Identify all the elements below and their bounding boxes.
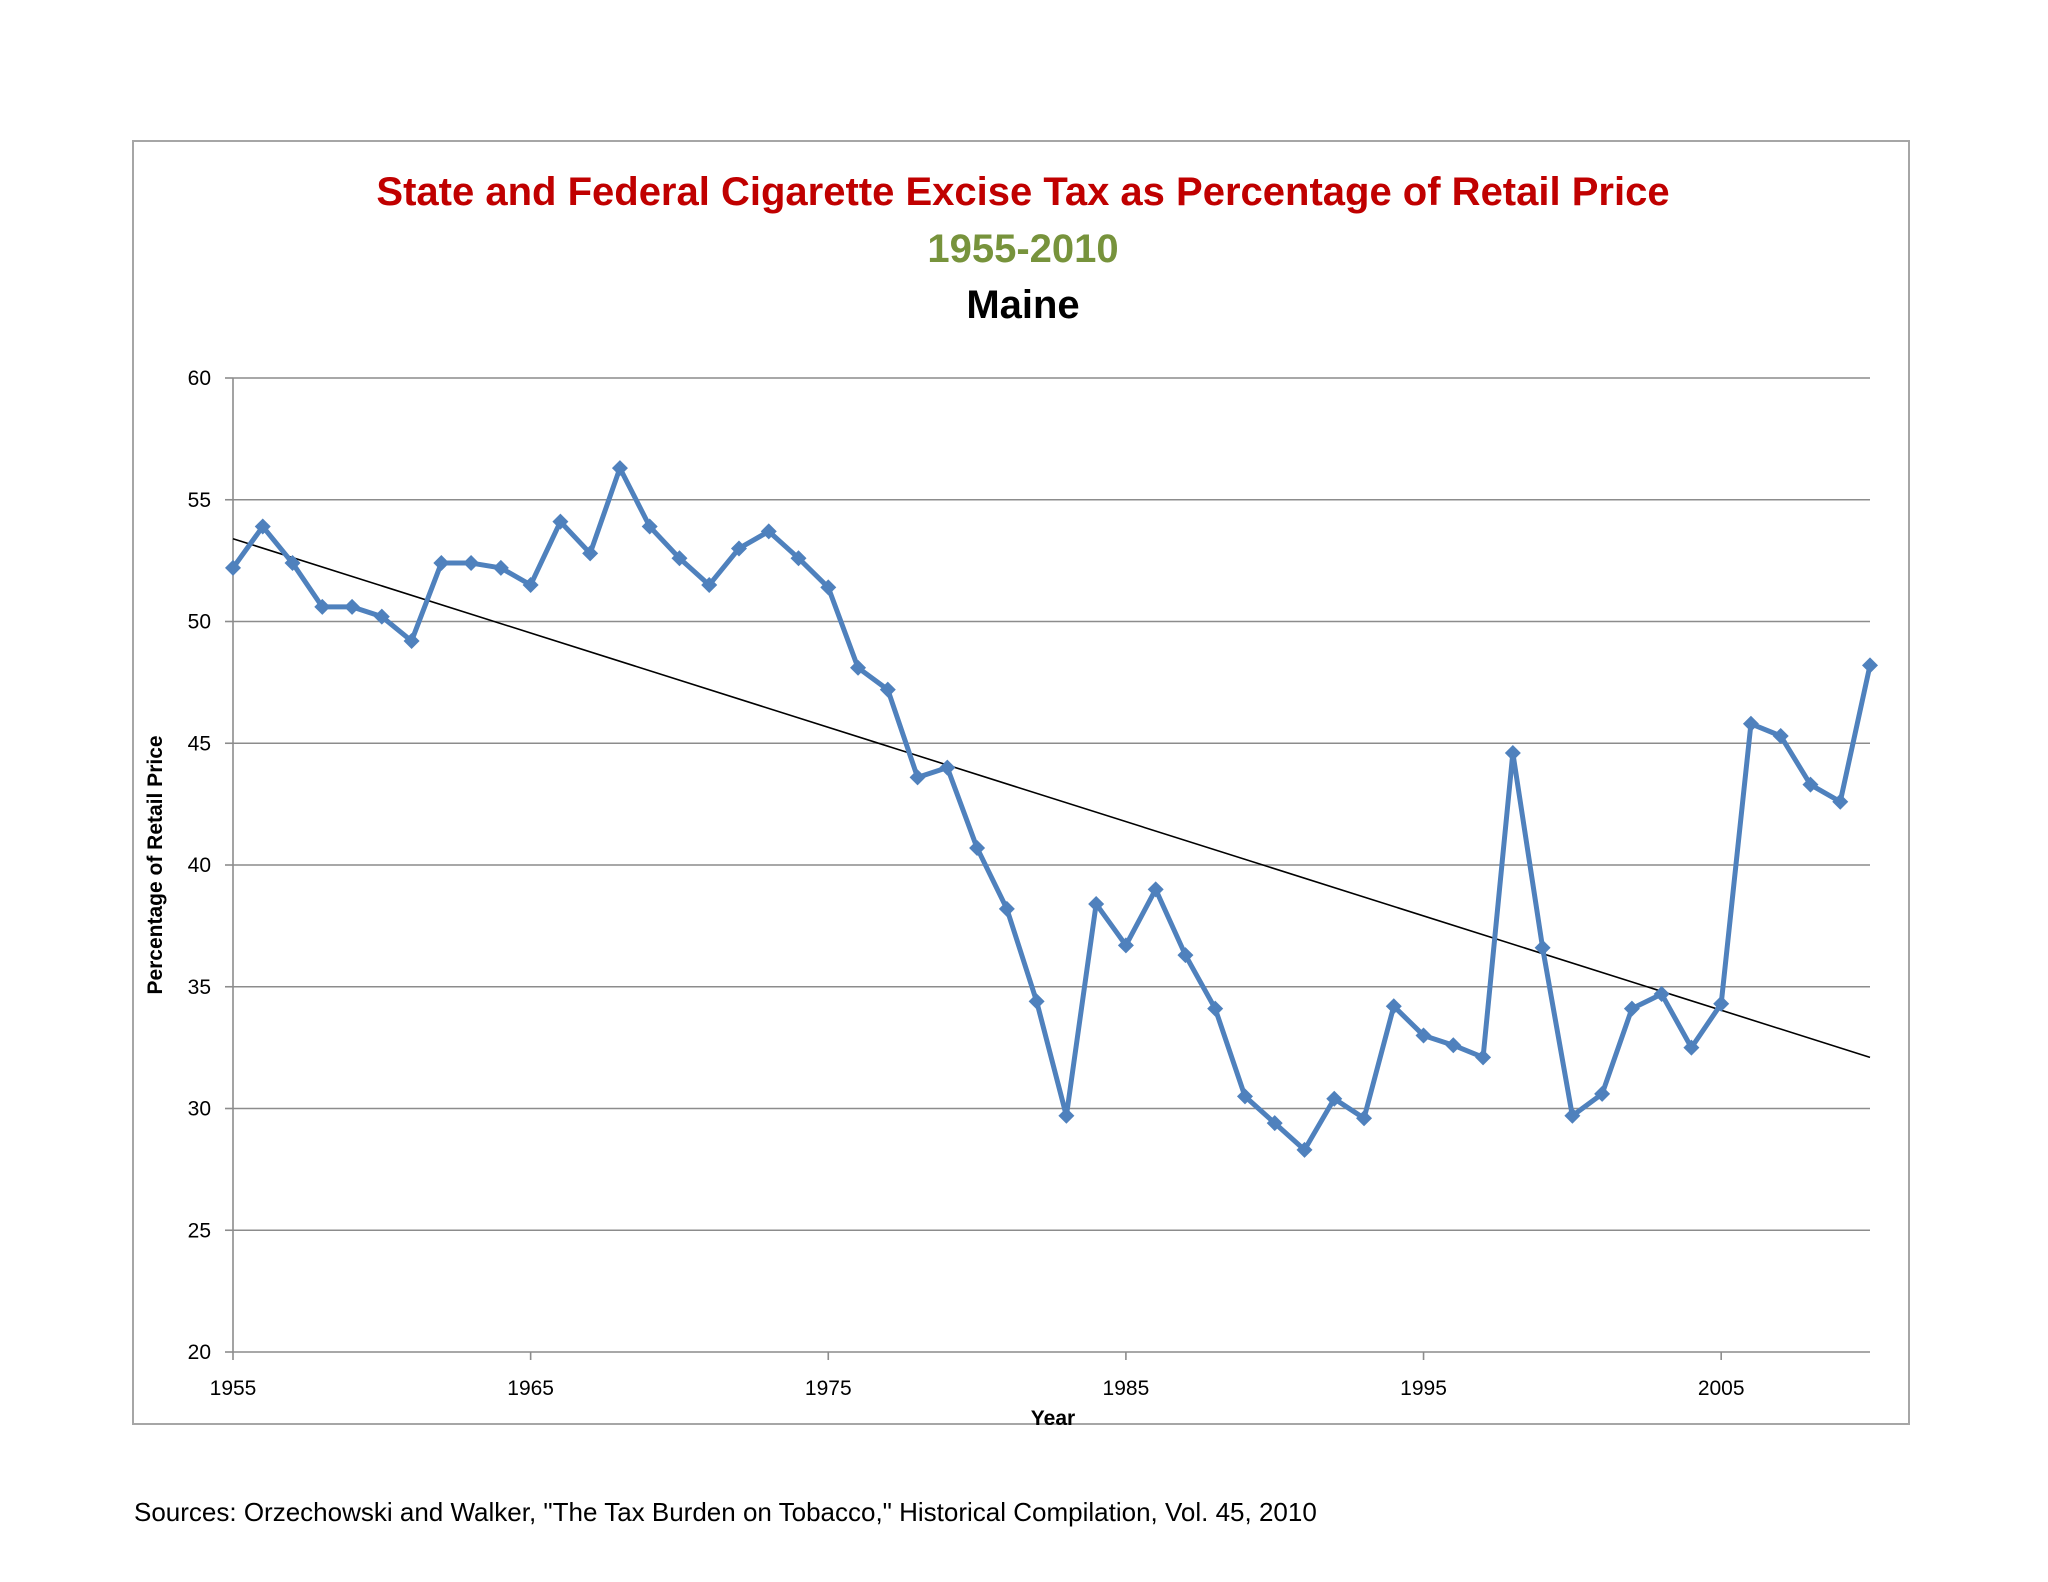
data-point-1964 xyxy=(492,559,509,576)
data-point-1962 xyxy=(433,555,450,572)
x-tick-label-1965: 1965 xyxy=(507,1377,554,1400)
data-point-1981 xyxy=(998,900,1015,917)
data-point-1959 xyxy=(344,598,361,615)
data-point-1975 xyxy=(820,579,837,596)
data-point-2004 xyxy=(1683,1039,1700,1056)
x-tick-label-1975: 1975 xyxy=(805,1377,852,1400)
data-point-1972 xyxy=(730,540,747,557)
data-point-1968 xyxy=(611,460,628,477)
data-point-1985 xyxy=(1117,937,1134,954)
y-tick-label-25: 25 xyxy=(188,1219,211,1242)
data-point-1991 xyxy=(1296,1141,1313,1158)
data-point-1982 xyxy=(1028,993,1045,1010)
data-point-1969 xyxy=(641,518,658,535)
data-point-1990 xyxy=(1266,1115,1283,1132)
data-point-1979 xyxy=(939,759,956,776)
x-tick-label-1955: 1955 xyxy=(210,1377,257,1400)
series-group xyxy=(230,465,1873,1153)
chart-frame xyxy=(132,140,1910,1425)
x-tick-label-2005: 2005 xyxy=(1698,1377,1745,1400)
data-point-1974 xyxy=(790,550,807,567)
data-point-2009 xyxy=(1832,793,1849,810)
data-point-1997 xyxy=(1475,1049,1492,1066)
data-point-2000 xyxy=(1564,1107,1581,1124)
data-point-1992 xyxy=(1326,1090,1343,1107)
data-point-1995 xyxy=(1415,1027,1432,1044)
y-tick-label-60: 60 xyxy=(188,367,211,390)
data-point-1989 xyxy=(1236,1088,1253,1105)
data-point-2003 xyxy=(1653,986,1670,1003)
data-point-2002 xyxy=(1623,1000,1640,1017)
data-point-1988 xyxy=(1207,1000,1224,1017)
data-point-1993 xyxy=(1356,1110,1373,1127)
series-line-0 xyxy=(230,465,1873,1153)
data-point-1987 xyxy=(1177,947,1194,964)
y-tick-label-20: 20 xyxy=(188,1341,211,1364)
data-point-2008 xyxy=(1802,776,1819,793)
data-point-1999 xyxy=(1534,939,1551,956)
axes xyxy=(225,377,1870,1360)
data-point-2007 xyxy=(1772,727,1789,744)
gridlines xyxy=(233,377,1870,1232)
data-point-1963 xyxy=(463,555,480,572)
data-point-1961 xyxy=(403,632,420,649)
x-tick-labels: 1955 1965 1975 1985 1995 2005 xyxy=(210,1377,1745,1400)
y-tick-label-55: 55 xyxy=(188,489,211,512)
chart-subtitle: 1955-2010 xyxy=(927,227,1118,271)
data-point-1973 xyxy=(760,523,777,540)
y-tick-label-45: 45 xyxy=(188,732,211,755)
trendline-group xyxy=(232,537,1871,1059)
data-point-1976 xyxy=(850,659,867,676)
data-point-1955 xyxy=(225,559,241,576)
data-point-1967 xyxy=(582,545,599,562)
y-axis-label: Percentage of Retail Price xyxy=(144,735,167,994)
data-point-2010 xyxy=(1862,657,1878,674)
data-point-1957 xyxy=(284,555,301,572)
data-point-1980 xyxy=(969,839,986,856)
x-tick-label-1985: 1985 xyxy=(1103,1377,1150,1400)
data-point-1970 xyxy=(671,550,688,567)
data-point-1971 xyxy=(701,576,718,593)
data-point-1965 xyxy=(522,576,539,593)
data-point-1984 xyxy=(1088,895,1105,912)
trendline xyxy=(232,537,1871,1059)
chart-title: State and Federal Cigarette Excise Tax a… xyxy=(376,170,1669,214)
source-note: Sources: Orzechowski and Walker, "The Ta… xyxy=(134,1497,1317,1527)
data-point-2005 xyxy=(1713,995,1730,1012)
y-tick-label-30: 30 xyxy=(188,1098,211,1121)
y-tick-label-40: 40 xyxy=(188,854,211,877)
x-axis-label: Year xyxy=(1031,1407,1075,1430)
chart-state-label: Maine xyxy=(966,283,1079,327)
data-point-1977 xyxy=(879,681,896,698)
data-point-2006 xyxy=(1742,715,1759,732)
y-tick-label-35: 35 xyxy=(188,976,211,999)
data-point-1956 xyxy=(254,518,271,535)
data-point-1958 xyxy=(314,598,331,615)
data-point-2001 xyxy=(1594,1085,1611,1102)
data-point-1994 xyxy=(1385,998,1402,1015)
x-tick-label-1995: 1995 xyxy=(1400,1377,1447,1400)
data-point-1986 xyxy=(1147,881,1164,898)
y-tick-labels: 20 25 30 35 40 45 50 55 60 xyxy=(188,367,211,1364)
data-point-1996 xyxy=(1445,1037,1462,1054)
data-point-1966 xyxy=(552,513,569,530)
data-point-1960 xyxy=(373,608,390,625)
marker-group xyxy=(225,460,1878,1158)
data-point-1998 xyxy=(1504,744,1521,761)
y-tick-label-50: 50 xyxy=(188,611,211,634)
data-point-1983 xyxy=(1058,1107,1075,1124)
data-point-1978 xyxy=(909,769,926,786)
